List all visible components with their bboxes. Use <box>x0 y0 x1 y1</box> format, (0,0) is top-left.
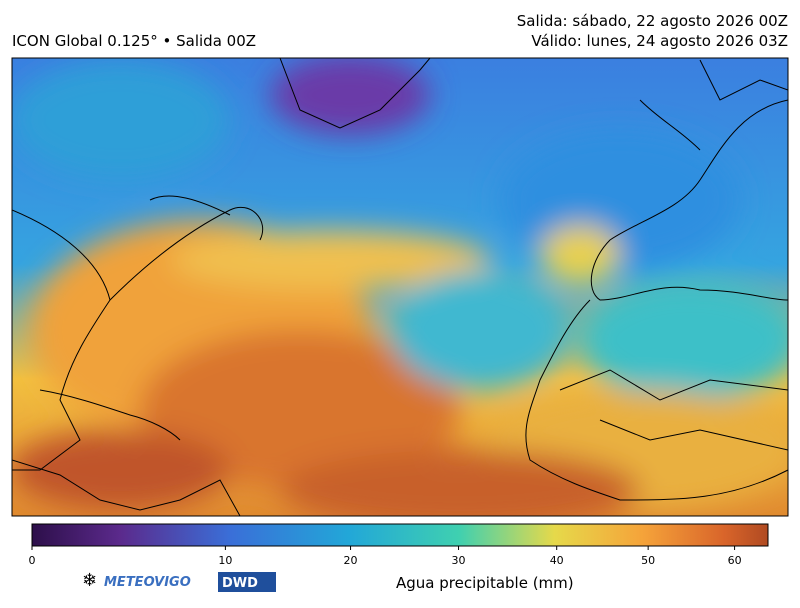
meteovigo-logo: METEOVIGO <box>104 575 191 590</box>
model-title: ICON Global 0.125° • Salida 00Z <box>12 32 256 50</box>
colorbar-tick-label: 60 <box>728 554 742 567</box>
colorbar-tick-label: 50 <box>641 554 655 567</box>
colorbar-tick-label: 30 <box>452 554 466 567</box>
map-frame <box>11 57 789 517</box>
snowflake-icon: ❄ <box>82 570 97 591</box>
colorbar-scale <box>31 523 769 547</box>
valid-time: Válido: lunes, 24 agosto 2026 03Z <box>531 32 788 50</box>
colorbar-label: Agua precipitable (mm) <box>396 574 574 592</box>
colorbar-tick-label: 10 <box>218 554 232 567</box>
logos: ❄ METEOVIGO DWD <box>82 570 276 592</box>
map <box>12 58 788 516</box>
dwd-box <box>218 572 276 592</box>
colorbar-tick-label: 0 <box>29 554 36 567</box>
dwd-logo: DWD <box>222 576 258 591</box>
run-time: Salida: sábado, 22 agosto 2026 00Z <box>517 12 788 30</box>
colorbar <box>31 523 769 547</box>
colorbar-tick-label: 20 <box>344 554 358 567</box>
colorbar-tick-label: 40 <box>550 554 564 567</box>
